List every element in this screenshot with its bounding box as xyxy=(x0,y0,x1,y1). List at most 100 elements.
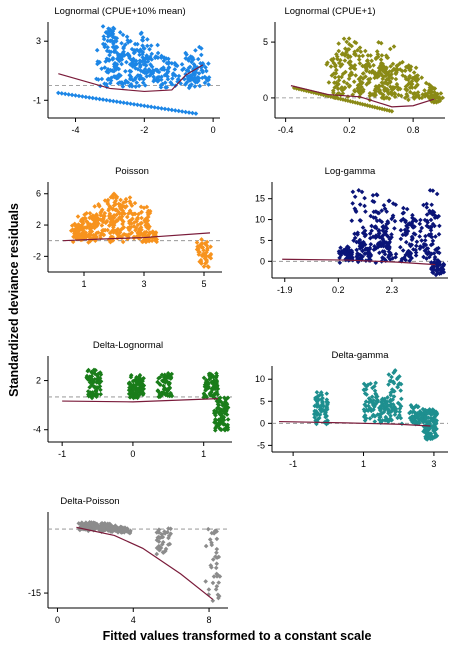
residual-point xyxy=(190,110,195,116)
residual-point xyxy=(352,66,358,72)
residual-point xyxy=(201,375,207,381)
residual-point xyxy=(432,223,437,229)
residual-point xyxy=(150,68,155,74)
residual-point xyxy=(346,36,352,41)
residual-point xyxy=(357,237,363,243)
residual-point xyxy=(205,380,211,385)
residual-point xyxy=(398,244,403,250)
smooth-trend-line xyxy=(58,64,204,93)
residual-point xyxy=(128,372,134,378)
residual-point xyxy=(216,554,222,560)
residual-point xyxy=(127,208,133,214)
residual-point xyxy=(204,258,210,264)
residual-point xyxy=(213,380,219,385)
residual-point xyxy=(137,231,143,236)
residual-point xyxy=(77,226,83,232)
residual-point xyxy=(427,208,432,214)
y-tick-label: 3 xyxy=(36,36,41,46)
residual-point xyxy=(352,88,357,93)
residual-point xyxy=(441,269,447,275)
residual-point xyxy=(166,533,172,539)
residual-point xyxy=(183,109,188,115)
residual-point xyxy=(152,231,158,237)
residual-point xyxy=(374,225,379,231)
residual-point xyxy=(403,76,409,82)
residual-point xyxy=(137,49,142,55)
residual-point xyxy=(124,214,130,220)
residual-point xyxy=(369,58,374,64)
residual-point xyxy=(179,62,185,67)
residual-point xyxy=(95,217,100,223)
residual-point xyxy=(204,243,210,248)
residual-point xyxy=(97,96,102,102)
residual-point xyxy=(112,228,118,234)
residual-point xyxy=(210,598,216,604)
residual-point xyxy=(133,383,138,388)
residual-point xyxy=(346,60,352,66)
residual-point xyxy=(214,546,220,552)
residual-point xyxy=(367,76,373,82)
residual-point xyxy=(436,250,442,256)
residual-point xyxy=(352,62,358,68)
residual-point xyxy=(361,407,367,412)
residual-point xyxy=(186,110,192,115)
residual-point xyxy=(433,272,439,278)
residual-point xyxy=(369,228,374,234)
residual-point xyxy=(87,374,93,379)
residual-point xyxy=(140,43,145,48)
residual-point xyxy=(144,238,150,244)
residual-point xyxy=(207,374,213,380)
residual-point xyxy=(73,234,78,239)
residual-point xyxy=(387,236,393,242)
residual-point xyxy=(195,56,201,62)
residual-point xyxy=(169,107,175,113)
residual-point xyxy=(141,391,146,396)
residual-point xyxy=(407,242,412,247)
residual-point xyxy=(412,217,418,222)
residual-point xyxy=(166,375,172,380)
residual-point xyxy=(203,385,209,391)
residual-point xyxy=(194,240,200,245)
residual-point xyxy=(214,550,219,555)
residual-point xyxy=(121,100,126,106)
residual-point xyxy=(348,54,353,60)
residual-point xyxy=(386,410,391,416)
residual-point xyxy=(405,228,411,234)
residual-point xyxy=(376,231,382,236)
residual-point xyxy=(119,217,125,223)
residual-point xyxy=(111,49,117,55)
x-tick-label: -1.9 xyxy=(277,285,293,295)
y-tick-label: 0 xyxy=(260,256,265,266)
residual-point xyxy=(409,242,415,248)
residual-point xyxy=(407,85,413,90)
residual-point xyxy=(382,417,388,423)
residual-point xyxy=(209,565,214,570)
x-tick-label: 0.8 xyxy=(407,125,420,135)
residual-point xyxy=(201,253,207,258)
residual-point xyxy=(371,209,377,215)
residual-point xyxy=(214,571,219,577)
residual-point xyxy=(384,53,389,58)
residual-point xyxy=(369,223,374,229)
residual-point xyxy=(141,77,147,82)
residual-point xyxy=(414,93,419,99)
residual-point xyxy=(426,415,431,421)
residual-point xyxy=(422,238,428,243)
residual-point xyxy=(372,414,378,419)
residual-point xyxy=(410,212,415,218)
residual-point xyxy=(149,57,154,62)
residual-point xyxy=(377,218,383,223)
residual-point xyxy=(97,378,103,384)
residual-point xyxy=(135,102,140,108)
residual-point xyxy=(374,74,380,80)
panel-title: Delta-Poisson xyxy=(60,496,119,507)
residual-point xyxy=(408,243,413,249)
residual-point xyxy=(421,429,427,434)
residual-point xyxy=(365,408,371,414)
residual-point xyxy=(378,61,384,66)
residual-point xyxy=(386,249,392,255)
residual-point xyxy=(312,408,317,414)
residual-point xyxy=(352,194,358,200)
residual-point xyxy=(213,587,219,592)
residual-point xyxy=(346,253,351,258)
